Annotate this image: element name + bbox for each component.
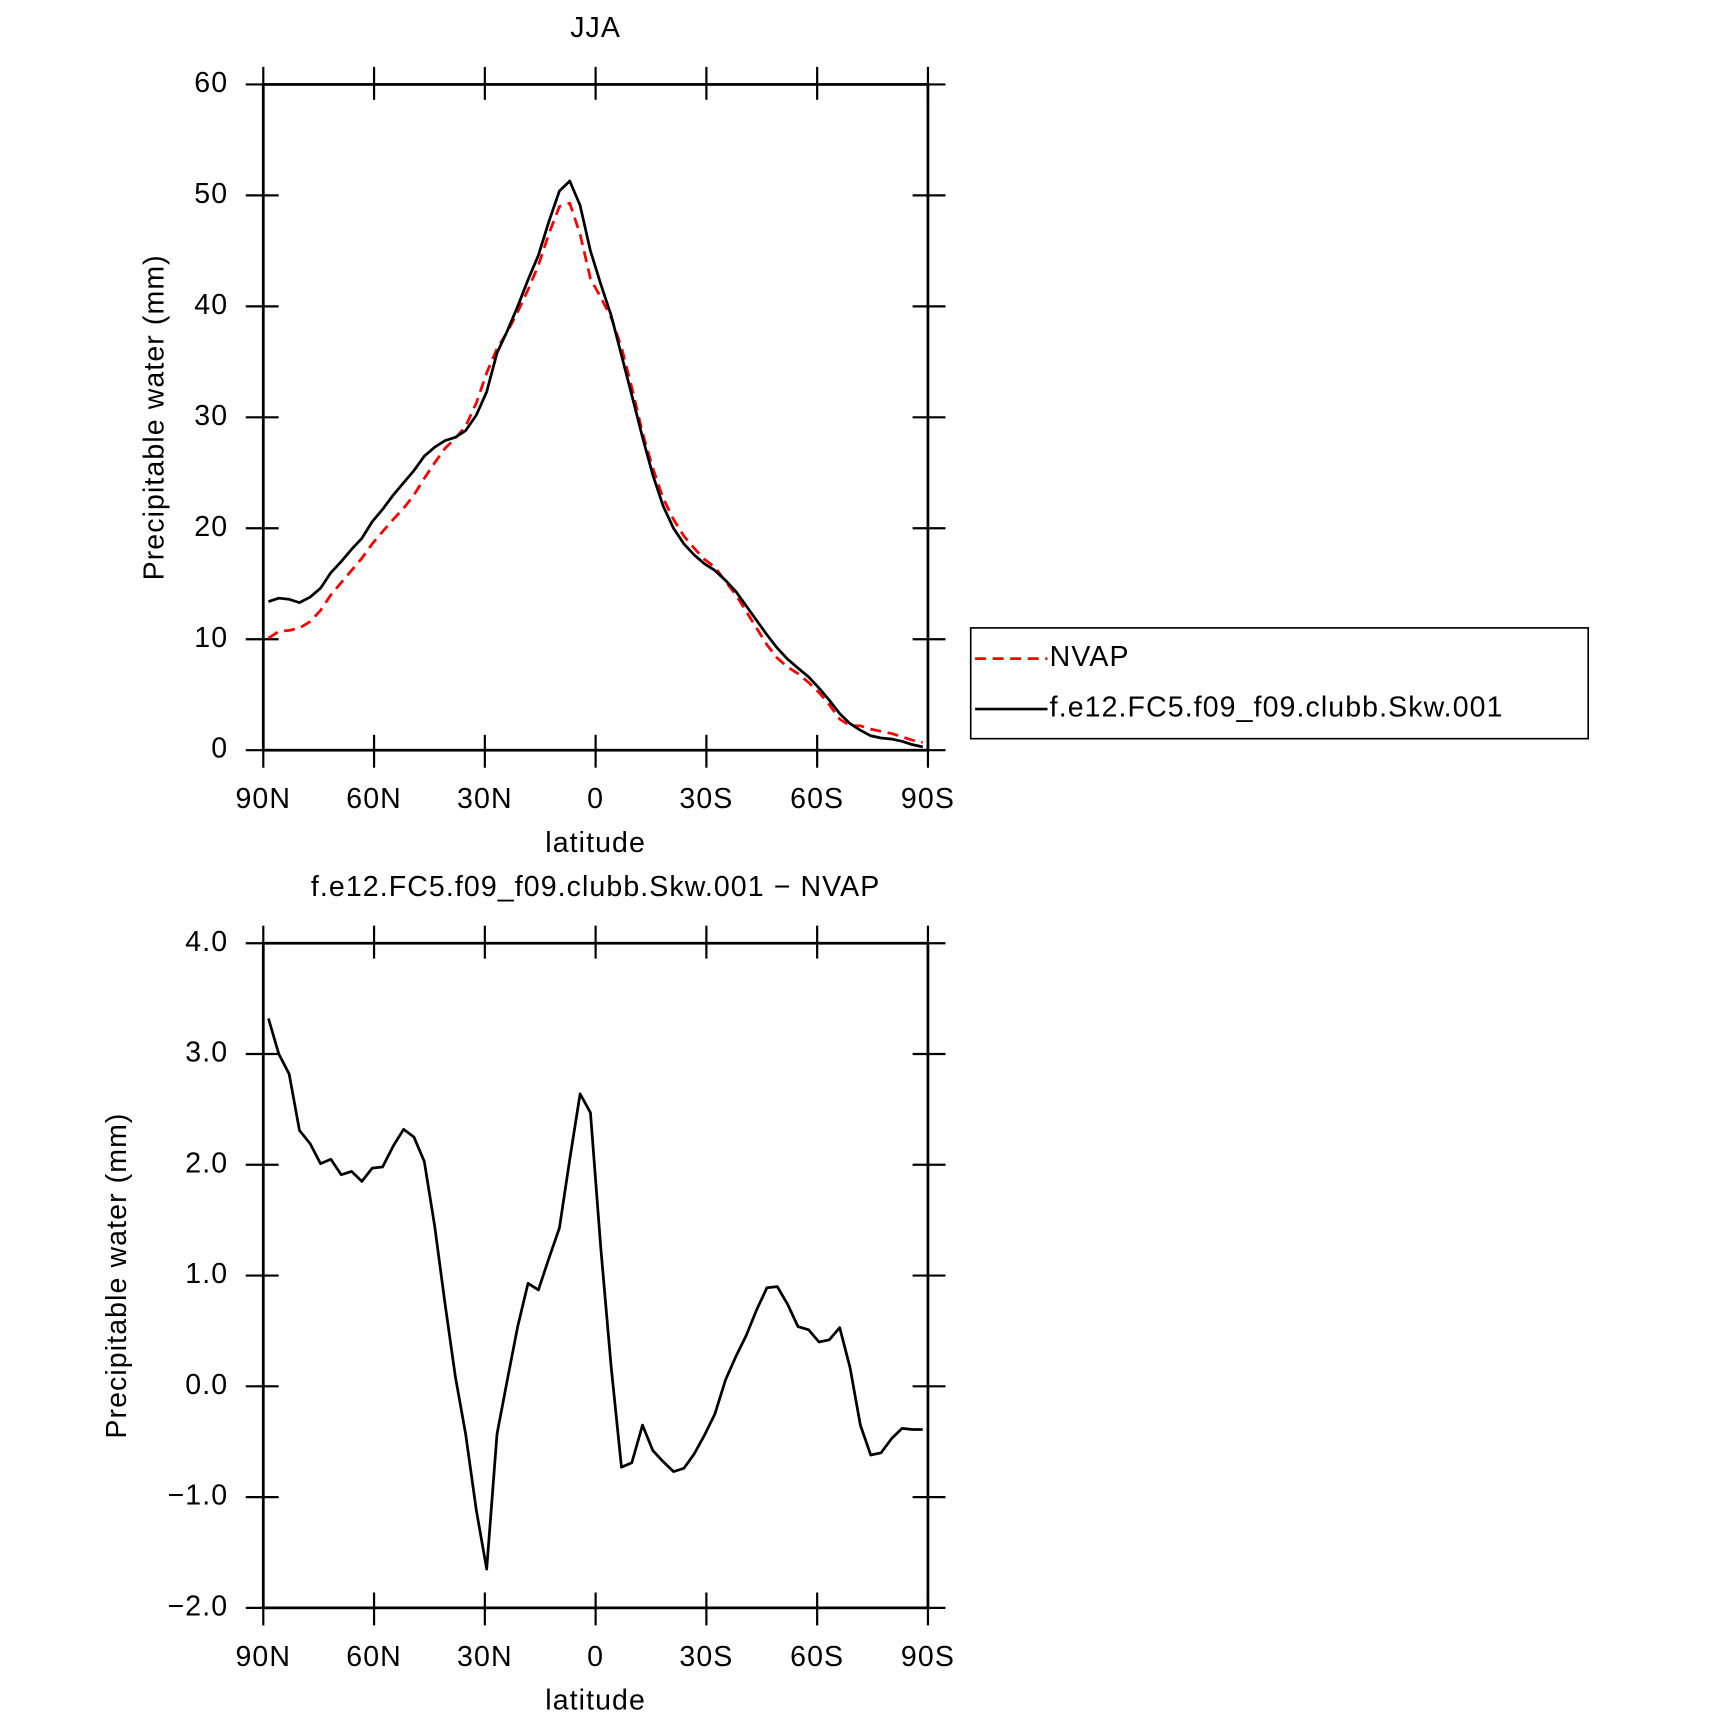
x-tick-label: 90N xyxy=(236,783,292,815)
x-tick-label: 60N xyxy=(346,1641,402,1673)
y-tick-label: 3.0 xyxy=(185,1037,228,1069)
y-tick-label: 10 xyxy=(194,622,228,654)
y-tick-label: 40 xyxy=(194,289,228,321)
chart-title: f.e12.FC5.f09_f09.clubb.Skw.001 − NVAP xyxy=(311,871,881,903)
y-tick-label: 60 xyxy=(194,67,228,99)
y-tick-label: −2.0 xyxy=(168,1590,229,1622)
plot-frame xyxy=(261,941,930,1610)
data-line xyxy=(267,1018,923,1571)
x-tick-label: 60N xyxy=(346,783,402,815)
y-tick-label: 1.0 xyxy=(185,1258,228,1290)
plot-frame xyxy=(261,83,930,752)
y-axis-label: Precipitable water (mm) xyxy=(138,254,170,580)
x-tick-label: 0 xyxy=(587,1641,604,1673)
data-line xyxy=(267,201,924,744)
legend-box xyxy=(969,627,1590,740)
x-tick-label: 90N xyxy=(236,1641,292,1673)
legend-label: f.e12.FC5.f09_f09.clubb.Skw.001 xyxy=(1050,692,1504,724)
legend-label: NVAP xyxy=(1050,641,1130,673)
x-tick-label: 90S xyxy=(901,1641,955,1673)
x-tick-label: 60S xyxy=(790,1641,844,1673)
y-tick-label: 2.0 xyxy=(185,1147,228,1179)
y-tick-label: 30 xyxy=(194,400,228,432)
y-tick-label: 0 xyxy=(211,733,228,765)
x-tick-label: 30S xyxy=(679,1641,733,1673)
y-tick-label: 4.0 xyxy=(185,926,228,958)
x-tick-label: 90S xyxy=(901,783,955,815)
x-axis-label: latitude xyxy=(545,827,646,859)
x-tick-label: 0 xyxy=(587,783,604,815)
x-tick-label: 30S xyxy=(679,783,733,815)
y-tick-label: 0.0 xyxy=(185,1369,228,1401)
x-axis-label: latitude xyxy=(545,1685,646,1717)
y-tick-label: −1.0 xyxy=(168,1480,229,1512)
y-tick-label: 20 xyxy=(194,511,228,543)
x-tick-label: 30N xyxy=(457,783,513,815)
x-tick-label: 60S xyxy=(790,783,844,815)
data-line xyxy=(268,179,924,749)
chart-title: JJA xyxy=(570,12,621,44)
x-tick-label: 30N xyxy=(457,1641,513,1673)
y-tick-label: 50 xyxy=(194,178,228,210)
y-axis-label: Precipitable water (mm) xyxy=(101,1112,133,1438)
